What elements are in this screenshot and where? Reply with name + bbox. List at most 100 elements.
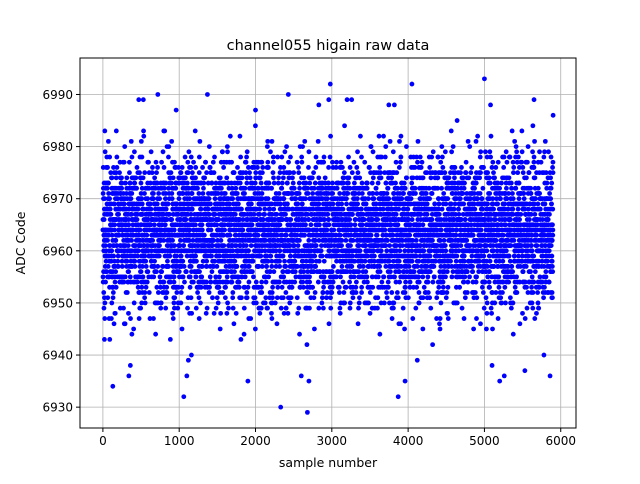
data-point xyxy=(311,170,316,175)
data-point xyxy=(270,139,275,144)
data-point xyxy=(331,228,336,233)
data-point xyxy=(112,228,117,233)
data-point xyxy=(224,175,229,180)
data-point xyxy=(317,202,322,207)
data-point xyxy=(113,269,118,274)
data-point xyxy=(439,144,444,149)
data-point xyxy=(207,290,212,295)
data-point xyxy=(180,327,185,332)
data-point xyxy=(371,175,376,180)
data-point xyxy=(414,238,419,243)
data-point xyxy=(292,186,297,191)
data-point xyxy=(322,274,327,279)
data-point xyxy=(296,170,301,175)
data-point xyxy=(144,285,149,290)
data-point xyxy=(426,290,431,295)
data-point xyxy=(271,170,276,175)
data-point xyxy=(155,202,160,207)
data-point xyxy=(440,155,445,160)
data-point xyxy=(113,238,118,243)
data-point xyxy=(162,186,167,191)
data-point xyxy=(244,155,249,160)
data-point xyxy=(195,290,200,295)
data-point xyxy=(143,301,148,306)
data-point xyxy=(446,285,451,290)
data-point xyxy=(251,259,256,264)
data-point xyxy=(253,181,258,186)
data-point xyxy=(300,202,305,207)
data-point xyxy=(128,316,133,321)
data-point xyxy=(252,212,257,217)
data-point xyxy=(391,149,396,154)
data-point xyxy=(190,170,195,175)
data-point xyxy=(350,212,355,217)
data-point xyxy=(152,259,157,264)
data-point xyxy=(456,207,461,212)
data-point xyxy=(317,222,322,227)
data-point xyxy=(213,212,218,217)
data-point xyxy=(465,290,470,295)
data-point xyxy=(272,269,277,274)
data-point xyxy=(283,212,288,217)
data-point xyxy=(133,264,138,269)
data-point xyxy=(172,243,177,248)
data-point xyxy=(422,285,427,290)
data-point xyxy=(166,155,171,160)
data-point xyxy=(444,290,449,295)
data-point xyxy=(430,238,435,243)
data-point xyxy=(449,149,454,154)
data-point xyxy=(277,264,282,269)
data-point xyxy=(377,165,382,170)
data-point xyxy=(431,149,436,154)
data-point xyxy=(186,149,191,154)
data-point xyxy=(397,259,402,264)
data-point xyxy=(193,254,198,259)
data-point xyxy=(146,160,151,165)
data-point xyxy=(365,181,370,186)
data-point xyxy=(302,139,307,144)
data-point xyxy=(142,295,147,300)
data-point xyxy=(164,295,169,300)
data-point xyxy=(283,264,288,269)
data-point xyxy=(413,191,418,196)
data-point xyxy=(114,175,119,180)
data-point xyxy=(428,254,433,259)
data-point xyxy=(126,311,131,316)
data-point xyxy=(355,196,360,201)
data-point xyxy=(116,254,121,259)
data-point xyxy=(132,181,137,186)
data-point xyxy=(193,165,198,170)
data-point xyxy=(305,342,310,347)
data-point xyxy=(374,186,379,191)
data-point xyxy=(474,316,479,321)
data-point xyxy=(138,306,143,311)
data-point xyxy=(152,222,157,227)
data-point xyxy=(288,217,293,222)
data-point xyxy=(141,274,146,279)
data-point xyxy=(401,306,406,311)
data-point xyxy=(465,269,470,274)
data-point xyxy=(222,228,227,233)
data-point xyxy=(125,290,130,295)
data-point xyxy=(260,170,265,175)
data-point xyxy=(230,280,235,285)
data-point xyxy=(284,306,289,311)
data-point xyxy=(250,222,255,227)
data-point xyxy=(330,269,335,274)
data-point xyxy=(282,259,287,264)
data-point xyxy=(421,295,426,300)
data-point xyxy=(475,134,480,139)
data-point xyxy=(394,160,399,165)
data-point xyxy=(427,196,432,201)
data-point xyxy=(347,217,352,222)
data-point xyxy=(185,181,190,186)
data-point xyxy=(342,170,347,175)
data-point xyxy=(357,175,362,180)
data-point xyxy=(352,181,357,186)
data-point xyxy=(228,233,233,238)
data-point xyxy=(469,165,474,170)
data-point xyxy=(199,207,204,212)
data-point xyxy=(149,207,154,212)
data-point xyxy=(442,170,447,175)
data-point xyxy=(208,202,213,207)
